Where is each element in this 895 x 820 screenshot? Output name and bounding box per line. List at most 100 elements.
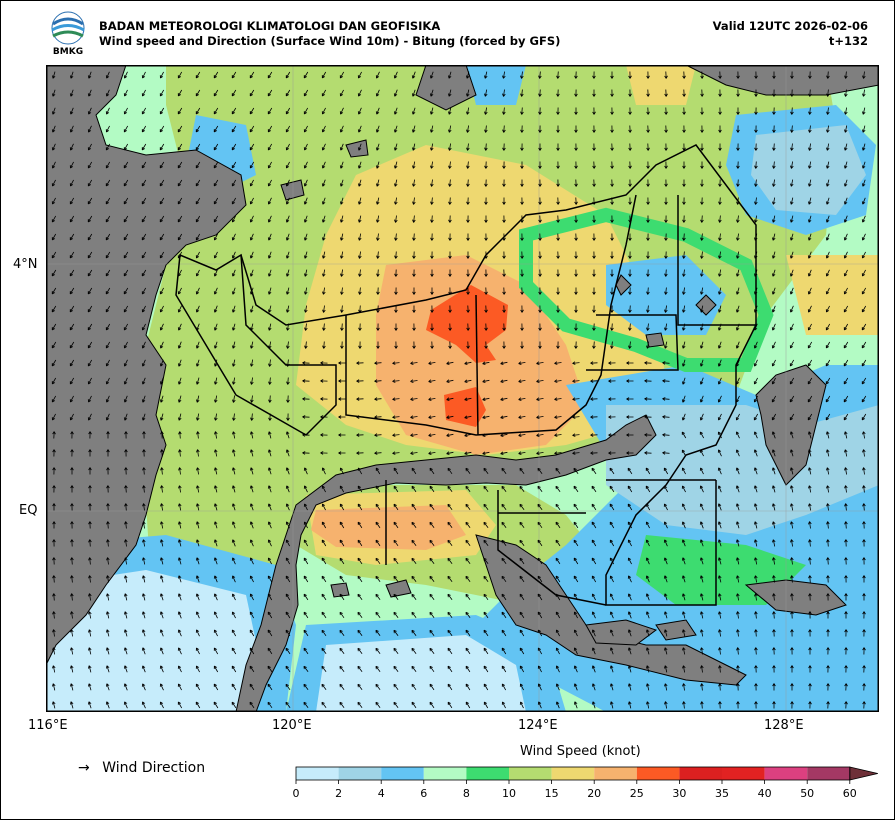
wind-arrow	[159, 215, 165, 223]
wind-arrow	[464, 379, 472, 383]
wind-arrow	[124, 629, 128, 637]
wind-arrow	[267, 233, 272, 241]
wind-arrow	[268, 377, 272, 385]
wind-arrow	[484, 143, 488, 151]
wind-arrow	[862, 647, 866, 655]
wind-arrow	[159, 107, 165, 115]
wind-arrow	[321, 593, 327, 601]
wind-arrow	[249, 683, 255, 691]
wind-arrow	[808, 611, 812, 619]
wind-arrow	[394, 197, 398, 205]
wind-arrow	[609, 575, 614, 583]
wind-arrow	[268, 251, 272, 259]
wind-arrow	[592, 71, 596, 79]
wind-arrow	[178, 521, 182, 529]
wind-arrow	[862, 521, 866, 529]
wind-arrow	[142, 539, 146, 547]
wind-arrow	[267, 89, 273, 97]
wind-arrow	[754, 629, 758, 637]
wind-arrow	[105, 377, 110, 385]
wind-arrow	[141, 197, 147, 205]
wind-arrow	[609, 629, 614, 637]
wind-arrow	[664, 143, 668, 151]
wind-arrow	[159, 701, 164, 709]
wind-arrow	[736, 251, 740, 259]
wind-arrow	[88, 521, 92, 529]
wind-arrow	[736, 287, 740, 295]
wind-arrow	[520, 161, 524, 169]
wind-arrow	[88, 503, 92, 511]
wind-arrow	[87, 413, 92, 421]
wind-arrow	[610, 341, 614, 349]
wind-arrow	[178, 539, 182, 547]
wind-arrow	[268, 467, 272, 475]
wind-arrow	[662, 379, 670, 383]
wind-arrow	[268, 269, 272, 277]
wind-arrow	[592, 269, 596, 277]
wind-arrow	[573, 521, 579, 529]
wind-arrow	[448, 341, 452, 349]
wind-arrow	[520, 125, 524, 133]
wind-arrow	[628, 647, 632, 655]
wind-arrow	[124, 485, 128, 493]
arrow-icon: →	[78, 760, 90, 776]
land	[46, 65, 879, 712]
wind-arrow	[160, 395, 164, 403]
wind-arrow	[610, 323, 614, 331]
wind-arrow	[790, 557, 794, 565]
wind-arrow	[790, 629, 794, 637]
wind-arrow	[160, 521, 164, 529]
wind-arrow	[376, 287, 380, 295]
wind-arrow	[322, 215, 326, 223]
wind-arrow	[682, 269, 686, 277]
land-islet-c	[345, 139, 369, 158]
wind-arrow	[718, 629, 722, 637]
wind-arrow	[106, 593, 110, 601]
wind-arrow	[231, 683, 237, 691]
wind-arrow	[537, 611, 543, 619]
wind-arrow	[249, 557, 254, 565]
wind-arrow	[340, 287, 344, 295]
wind-arrow	[213, 125, 219, 133]
wind-arrow	[105, 413, 110, 421]
wind-arrow	[70, 629, 74, 637]
wind-arrow	[358, 233, 362, 241]
wind-arrow	[393, 611, 399, 619]
wind-arrow	[646, 179, 650, 187]
wind-arrow	[718, 251, 722, 259]
wind-arrow	[52, 89, 56, 97]
wind-arrow	[304, 215, 308, 223]
wind-arrow	[718, 125, 722, 133]
wind-arrow	[321, 107, 326, 115]
wind-arrow	[375, 683, 381, 691]
wind-arrow	[70, 485, 74, 493]
wind-arrow	[862, 629, 866, 637]
wind-arrow	[590, 361, 598, 365]
wind-arrow	[195, 161, 201, 169]
wind-arrow	[466, 215, 470, 223]
wind-arrow	[700, 143, 704, 151]
wind-arrow	[393, 503, 399, 511]
wind-direction-legend: → Wind Direction	[78, 760, 205, 776]
wind-arrow	[808, 683, 812, 691]
wind-arrow	[627, 467, 633, 475]
wind-arrow	[105, 197, 111, 205]
wind-arrow	[267, 215, 272, 223]
wind-arrow	[375, 629, 381, 637]
wind-arrow	[483, 503, 489, 511]
wind-arrow	[608, 379, 616, 383]
wind-arrow	[537, 665, 542, 673]
wind-arrow	[195, 107, 201, 115]
wind-arrow	[412, 197, 416, 205]
wind-arrow	[609, 503, 615, 511]
wind-arrow	[123, 179, 129, 187]
wind-arrow	[736, 539, 740, 547]
wind-arrow	[844, 143, 848, 151]
wind-arrow	[862, 107, 866, 115]
wind-arrow	[790, 125, 794, 133]
wind-arrow	[411, 665, 417, 673]
wind-arrow	[232, 377, 236, 385]
wind-arrow	[538, 197, 542, 205]
wind-arrow	[142, 467, 146, 475]
wind-arrow	[430, 179, 434, 187]
